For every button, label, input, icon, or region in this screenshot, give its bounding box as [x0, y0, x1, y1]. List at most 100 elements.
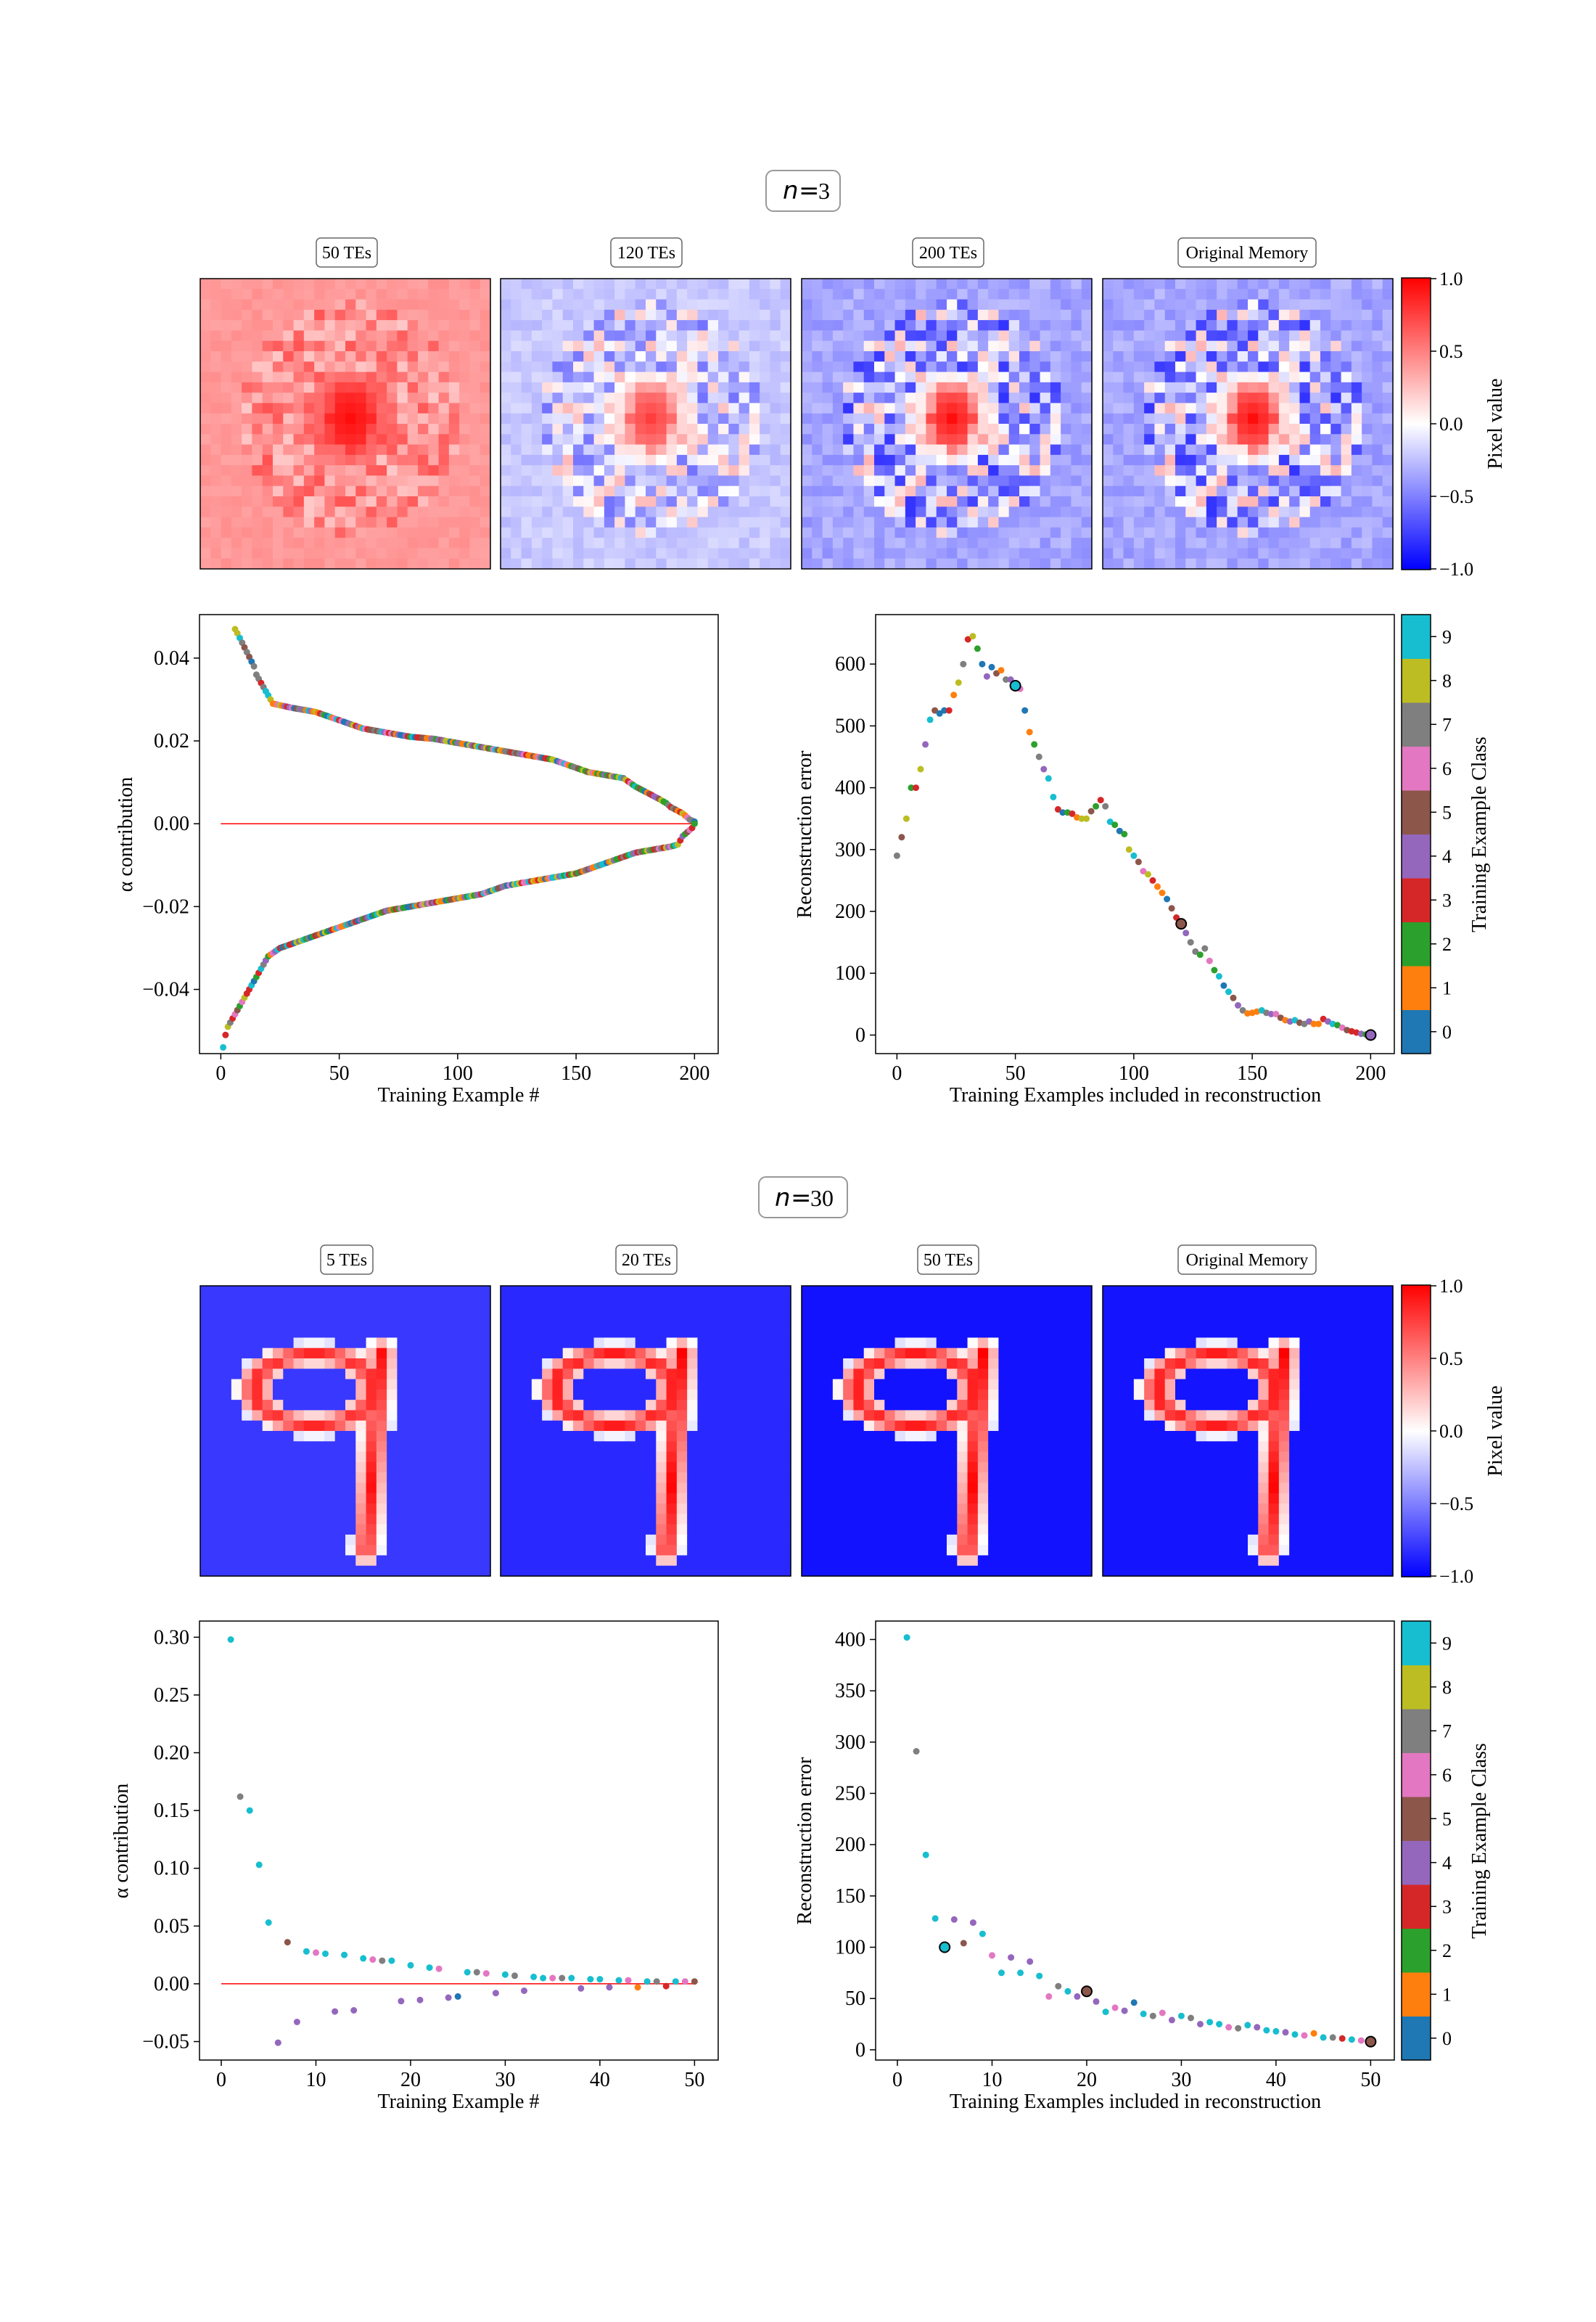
n3-alpha-xlabel: Training Example # [378, 1084, 540, 1107]
error-point [1357, 2037, 1365, 2044]
highlighted-error-point [1175, 918, 1188, 930]
n30-alpha-chart: 0 10 20 30 40 50 0.30 0.25 0.20 0.15 0.10 0.05 0.00 −… [110, 1620, 719, 2113]
error-point [974, 645, 981, 652]
alpha-point [549, 1974, 556, 1982]
error-point [979, 1930, 986, 1937]
error-point [1188, 2014, 1194, 2022]
x-tick-label: 30 [495, 2069, 515, 2091]
error-point [1078, 815, 1085, 822]
error-point [922, 741, 929, 748]
alpha-point [303, 1948, 310, 1955]
alpha-point [426, 1964, 433, 1972]
y-tick-label: 150 [835, 1885, 865, 1908]
error-point [1291, 2031, 1299, 2038]
class-swatch-9 [1402, 615, 1431, 659]
error-point [1168, 905, 1175, 912]
class-swatch-1 [1402, 1972, 1431, 2017]
error-point [1017, 1969, 1024, 1977]
svg-text:200 TEs: 200 TEs [919, 244, 977, 263]
error-point [1102, 2009, 1109, 2016]
error-point [1230, 994, 1237, 1001]
y-tick-label: 0.02 [154, 730, 189, 752]
error-point [1140, 2010, 1147, 2017]
x-tick-label: 30 [1171, 2069, 1191, 2091]
error-point [1035, 753, 1042, 760]
n30-label-box: n = 30 [758, 1176, 848, 1218]
class-tick-6: 6 [1442, 1765, 1452, 1786]
n3-image-title-0: 50 TEs [316, 237, 378, 268]
x-tick-label: 100 [1119, 1062, 1149, 1085]
n3-original-memory-image [1102, 278, 1394, 570]
class-swatch-5 [1402, 790, 1431, 834]
x-tick-label: 0 [216, 2069, 226, 2091]
alpha-point [643, 1978, 651, 1985]
error-point [1027, 1958, 1034, 1965]
svg-text:20 TEs: 20 TEs [622, 1251, 671, 1270]
alpha-point [625, 1977, 632, 1984]
n3-image-title-3: Original Memory [1177, 237, 1317, 268]
error-point [1196, 951, 1204, 959]
alpha-point [265, 1919, 272, 1926]
class-swatch-6 [1402, 746, 1431, 791]
error-point [1310, 1020, 1317, 1027]
alpha-point [521, 1987, 527, 1994]
error-point [1225, 2024, 1233, 2031]
error-point [1206, 2019, 1214, 2026]
error-point [960, 1940, 967, 1947]
highlighted-error-point [1365, 2035, 1377, 2048]
error-point [1267, 1011, 1275, 1017]
n3-pixel-colorbar: 1.0 0.5 0.0 −0.5 −1.0 Pixel value [1401, 268, 1507, 580]
alpha-point [322, 1950, 329, 1957]
error-point [1282, 2029, 1289, 2036]
error-point [1125, 846, 1132, 853]
y-tick-label: 0.15 [154, 1800, 189, 1822]
error-point [998, 1969, 1005, 1977]
error-point [922, 1851, 929, 1858]
error-point [926, 716, 934, 723]
error-point [1182, 930, 1190, 937]
error-point [1135, 858, 1142, 866]
error-point [1121, 2007, 1128, 2014]
alpha-point [492, 1990, 499, 1997]
error-point [988, 663, 995, 670]
class-swatch-9 [1402, 1621, 1431, 1665]
class-tick-4: 4 [1442, 846, 1452, 867]
n30-error-xlabel: Training Examples included in reconstruc… [950, 2091, 1321, 2113]
n30-original-memory-image [1102, 1285, 1394, 1577]
x-tick-label: 150 [1237, 1062, 1267, 1085]
class-tick-9: 9 [1442, 1633, 1452, 1654]
class-swatch-8 [1402, 1665, 1431, 1710]
error-point [1235, 2024, 1242, 2032]
n3-label-value: 3 [818, 178, 830, 204]
error-point [1197, 2021, 1204, 2027]
alpha-point [388, 1957, 395, 1964]
y-tick-label: 0.20 [154, 1742, 189, 1765]
alpha-point [511, 1972, 518, 1980]
error-point [941, 707, 948, 714]
alpha-point [220, 1043, 227, 1051]
class-swatch-1 [1402, 966, 1431, 1010]
x-tick-label: 20 [400, 2069, 421, 2091]
n30-image-title-3: Original Memory [1177, 1244, 1317, 1275]
n30-pixel-tick-1: 0.5 [1439, 1348, 1463, 1369]
n3-pixel-tick-4: −1.0 [1439, 559, 1473, 580]
class-tick-6: 6 [1442, 758, 1452, 779]
n3-label-equals: = [799, 176, 820, 205]
error-point [1008, 1954, 1015, 1961]
error-point [1102, 803, 1109, 810]
alpha-point [416, 1996, 424, 2003]
error-point [1074, 1993, 1081, 2000]
error-point [950, 1916, 958, 1923]
class-swatch-6 [1402, 1752, 1431, 1797]
error-point [1315, 1020, 1322, 1027]
error-point [1093, 1998, 1100, 2005]
alpha-point [293, 2019, 300, 2025]
x-tick-label: 0 [892, 2069, 902, 2091]
class-tick-8: 8 [1442, 1677, 1452, 1698]
n30-reconstruction-image-2 [801, 1285, 1093, 1577]
error-point [1168, 2017, 1175, 2024]
class-tick-7: 7 [1442, 714, 1452, 735]
error-point [1003, 676, 1010, 683]
x-tick-label: 200 [1355, 1062, 1386, 1085]
n30-class-colorbar-label: Training Example Class [1468, 1743, 1491, 1939]
